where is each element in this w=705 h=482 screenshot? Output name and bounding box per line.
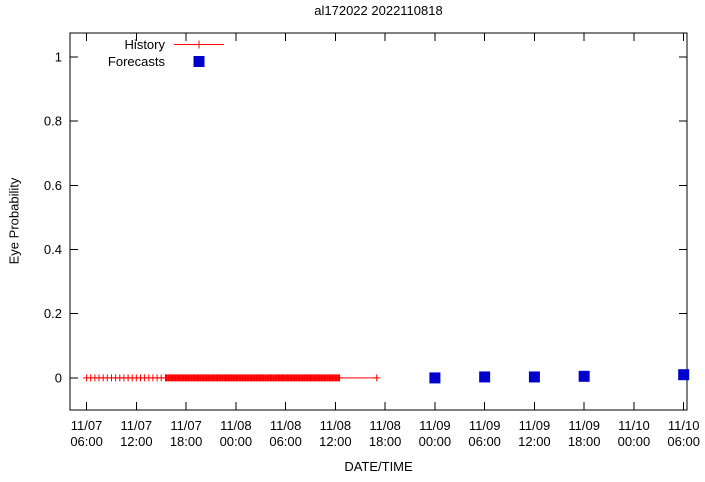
x-tick-label-date: 11/09 — [568, 418, 600, 433]
x-tick-label-time: 12:00 — [319, 434, 352, 449]
y-tick-label: 0.2 — [44, 306, 62, 321]
y-tick-label: 0.6 — [44, 178, 62, 193]
x-tick-label-time: 12:00 — [120, 434, 153, 449]
x-tick-label-time: 18:00 — [369, 434, 402, 449]
x-tick-label-time: 12:00 — [518, 434, 551, 449]
x-tick-label-date: 11/09 — [519, 418, 551, 433]
x-tick-label-time: 18:00 — [170, 434, 203, 449]
legend: History Forecasts — [93, 36, 225, 70]
x-tick-label-time: 00:00 — [618, 434, 651, 449]
forecast-point — [528, 371, 540, 383]
x-tick-label-time: 06:00 — [667, 434, 700, 449]
x-tick-label-date: 11/07 — [121, 418, 153, 433]
history-plus-markers — [83, 374, 381, 382]
forecast-point — [479, 371, 491, 383]
x-tick-label-time: 06:00 — [468, 434, 501, 449]
x-tick-label-time: 00:00 — [220, 434, 253, 449]
legend-item-forecasts: Forecasts — [93, 53, 225, 70]
x-tick-label-date: 11/08 — [220, 418, 252, 433]
history-line-plus-icon — [174, 40, 224, 49]
x-tick-label-date: 11/09 — [469, 418, 501, 433]
forecast-point — [429, 372, 441, 384]
x-tick-label-date: 11/08 — [320, 418, 352, 433]
forecast-sample-square — [193, 56, 205, 67]
y-tick-label: 0.4 — [44, 242, 62, 257]
legend-label-history: History — [124, 37, 165, 52]
x-tick-label-date: 11/09 — [419, 418, 451, 433]
plot-border — [69, 32, 688, 411]
y-tick-label: 0.8 — [44, 114, 62, 129]
x-tick-label-date: 11/07 — [71, 418, 103, 433]
chart-title: al172022 2022110818 — [314, 3, 443, 18]
y-tick-label: 1 — [55, 50, 62, 65]
y-tick-label: 0 — [55, 370, 62, 385]
legend-item-history: History — [93, 36, 225, 53]
forecast-square-icon — [193, 56, 205, 67]
forecast-point — [578, 370, 590, 382]
x-axis-label: DATE/TIME — [344, 459, 413, 474]
x-tick-label-time: 00:00 — [419, 434, 452, 449]
legend-label-forecasts: Forecasts — [107, 54, 165, 69]
x-tick-label-date: 11/10 — [618, 418, 650, 433]
x-tick-label-date: 11/10 — [668, 418, 700, 433]
forecast-point — [678, 369, 690, 381]
x-tick-label-date: 11/08 — [270, 418, 302, 433]
x-tick-label-date: 11/07 — [170, 418, 202, 433]
x-tick-label-time: 06:00 — [269, 434, 302, 449]
x-tick-label-date: 11/08 — [369, 418, 401, 433]
x-tick-label-time: 18:00 — [568, 434, 601, 449]
x-tick-label-time: 06:00 — [70, 434, 103, 449]
